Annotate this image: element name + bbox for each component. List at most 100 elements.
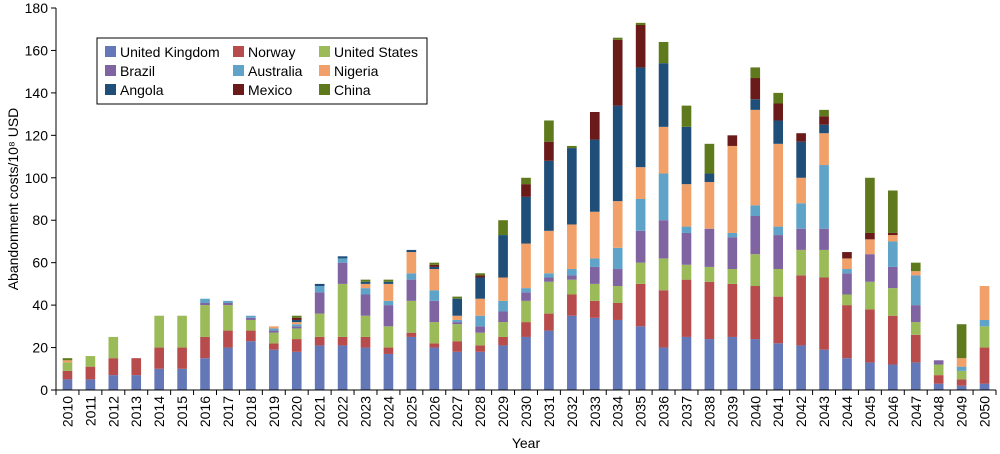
bar-segment-mexico-2045 xyxy=(865,232,875,240)
bar-segment-angola-2020 xyxy=(291,319,302,323)
bar-segment-brazil-2039 xyxy=(727,237,738,270)
bar-segment-brazil-2040 xyxy=(750,215,761,255)
bar-segment-norway-2012 xyxy=(108,358,119,376)
bar-segment-united-states-2023 xyxy=(360,315,371,337)
bar-segment-united-kingdom-2015 xyxy=(177,368,187,390)
bar-segment-norway-2048 xyxy=(933,375,944,384)
bar-segment-united-kingdom-2038 xyxy=(704,339,715,390)
bar-segment-nigeria-2032 xyxy=(567,224,577,270)
x-tick-label: 2030 xyxy=(518,396,534,427)
bar-segment-angola-2023 xyxy=(360,281,371,284)
bar-segment-angola-2042 xyxy=(796,141,806,178)
bar-segment-united-kingdom-2047 xyxy=(910,362,921,390)
bar-segment-nigeria-2042 xyxy=(796,177,806,204)
bar-segment-nigeria-2010 xyxy=(62,360,73,363)
bar-segment-china-2034 xyxy=(612,37,623,40)
bar-segment-united-states-2036 xyxy=(658,258,669,291)
bar-segment-norway-2020 xyxy=(291,339,302,352)
bar-segment-united-kingdom-2048 xyxy=(933,383,944,390)
x-tick-label: 2035 xyxy=(633,396,649,427)
bar-segment-norway-2038 xyxy=(704,281,715,340)
bar-segment-nigeria-2038 xyxy=(704,182,715,229)
bar-segment-united-states-2031 xyxy=(544,281,554,314)
bar-segment-angola-2041 xyxy=(773,120,784,144)
y-tick-label: 160 xyxy=(25,42,49,58)
bar-segment-united-states-2035 xyxy=(635,262,646,284)
bar-segment-united-kingdom-2023 xyxy=(360,347,371,390)
bar-segment-brazil-2030 xyxy=(521,292,531,301)
x-tick-label: 2010 xyxy=(59,396,75,427)
bar-segment-brazil-2045 xyxy=(865,254,875,282)
x-tick-label: 2022 xyxy=(335,396,351,427)
x-tick-label: 2041 xyxy=(770,396,786,427)
x-tick-label: 2047 xyxy=(908,396,924,427)
bar-segment-australia-2031 xyxy=(544,273,554,278)
bar-segment-angola-2028 xyxy=(475,277,485,299)
x-tick-label: 2024 xyxy=(380,396,396,427)
bar-segment-norway-2045 xyxy=(865,309,875,363)
legend-label-united-kingdom: United Kingdom xyxy=(120,44,220,60)
bar-segment-nigeria-2039 xyxy=(727,145,738,233)
bar-segment-mexico-2040 xyxy=(750,78,761,100)
bar-segment-mexico-2034 xyxy=(612,39,623,106)
bar-segment-united-kingdom-2032 xyxy=(567,315,577,390)
bar-segment-china-2028 xyxy=(475,273,485,276)
bar-segment-brazil-2019 xyxy=(268,330,279,333)
bar-segment-mexico-2028 xyxy=(475,275,485,278)
bar-segment-angola-2035 xyxy=(635,67,646,168)
bar-segment-nigeria-2045 xyxy=(865,239,875,255)
bar-segment-australia-2033 xyxy=(589,258,600,267)
bar-segment-norway-2024 xyxy=(383,347,394,354)
x-tick-label: 2049 xyxy=(954,396,970,427)
bar-segment-united-kingdom-2049 xyxy=(956,385,967,390)
x-tick-label: 2039 xyxy=(724,396,740,427)
bar-segment-brazil-2036 xyxy=(658,220,669,259)
bar-segment-united-states-2037 xyxy=(681,264,692,280)
bar-segment-brazil-2020 xyxy=(291,326,302,329)
bar-segment-norway-2044 xyxy=(842,305,852,359)
bar-segment-norway-2035 xyxy=(635,283,646,327)
bar-segment-norway-2028 xyxy=(475,345,485,352)
bar-segment-norway-2046 xyxy=(888,315,898,365)
bar-segment-angola-2032 xyxy=(567,148,577,225)
bar-segment-norway-2032 xyxy=(567,294,577,316)
x-tick-label: 2038 xyxy=(701,396,717,427)
bar-segment-nigeria-2028 xyxy=(475,298,485,316)
bar-segment-united-states-2015 xyxy=(177,315,187,348)
bar-segment-norway-2030 xyxy=(521,322,531,337)
bar-segment-mexico-2026 xyxy=(429,264,440,267)
bar-segment-australia-2024 xyxy=(383,300,394,306)
bar-segment-mexico-2042 xyxy=(796,133,806,142)
bar-segment-united-states-2016 xyxy=(200,305,210,337)
bar-segment-united-kingdom-2020 xyxy=(291,351,302,390)
bar-segment-united-states-2025 xyxy=(406,300,417,333)
bar-segment-nigeria-2037 xyxy=(681,184,692,227)
bar-segment-brazil-2034 xyxy=(612,269,623,287)
x-tick-label: 2050 xyxy=(977,396,993,427)
bar-segment-united-states-2048 xyxy=(933,364,944,376)
bar-segment-norway-2021 xyxy=(314,336,325,346)
bar-segment-united-kingdom-2029 xyxy=(498,345,508,390)
bar-segment-brazil-2016 xyxy=(200,302,210,306)
bar-segment-norway-2027 xyxy=(452,341,463,352)
bar-segment-brazil-2033 xyxy=(589,266,600,284)
bar-segment-norway-2047 xyxy=(910,334,921,363)
bar-segment-united-kingdom-2031 xyxy=(544,330,554,390)
bar-segment-united-kingdom-2027 xyxy=(452,351,463,390)
bar-segment-australia-2019 xyxy=(268,328,279,331)
bar-segment-norway-2017 xyxy=(223,330,233,348)
bar-segment-nigeria-2030 xyxy=(521,243,531,289)
bar-segment-brazil-2032 xyxy=(567,275,577,280)
bar-segment-united-kingdom-2026 xyxy=(429,347,440,390)
bar-segment-nigeria-2025 xyxy=(406,252,417,274)
bar-segment-nigeria-2050 xyxy=(979,286,990,320)
bar-segment-australia-2026 xyxy=(429,290,440,301)
y-tick-label: 40 xyxy=(32,297,48,313)
bar-segment-angola-2026 xyxy=(429,266,440,270)
bar-segment-nigeria-2046 xyxy=(888,235,898,242)
legend-box xyxy=(96,37,428,105)
bar-segment-united-kingdom-2013 xyxy=(131,375,142,390)
bar-segment-angola-2024 xyxy=(383,281,394,284)
bar-segment-united-kingdom-2041 xyxy=(773,343,784,390)
